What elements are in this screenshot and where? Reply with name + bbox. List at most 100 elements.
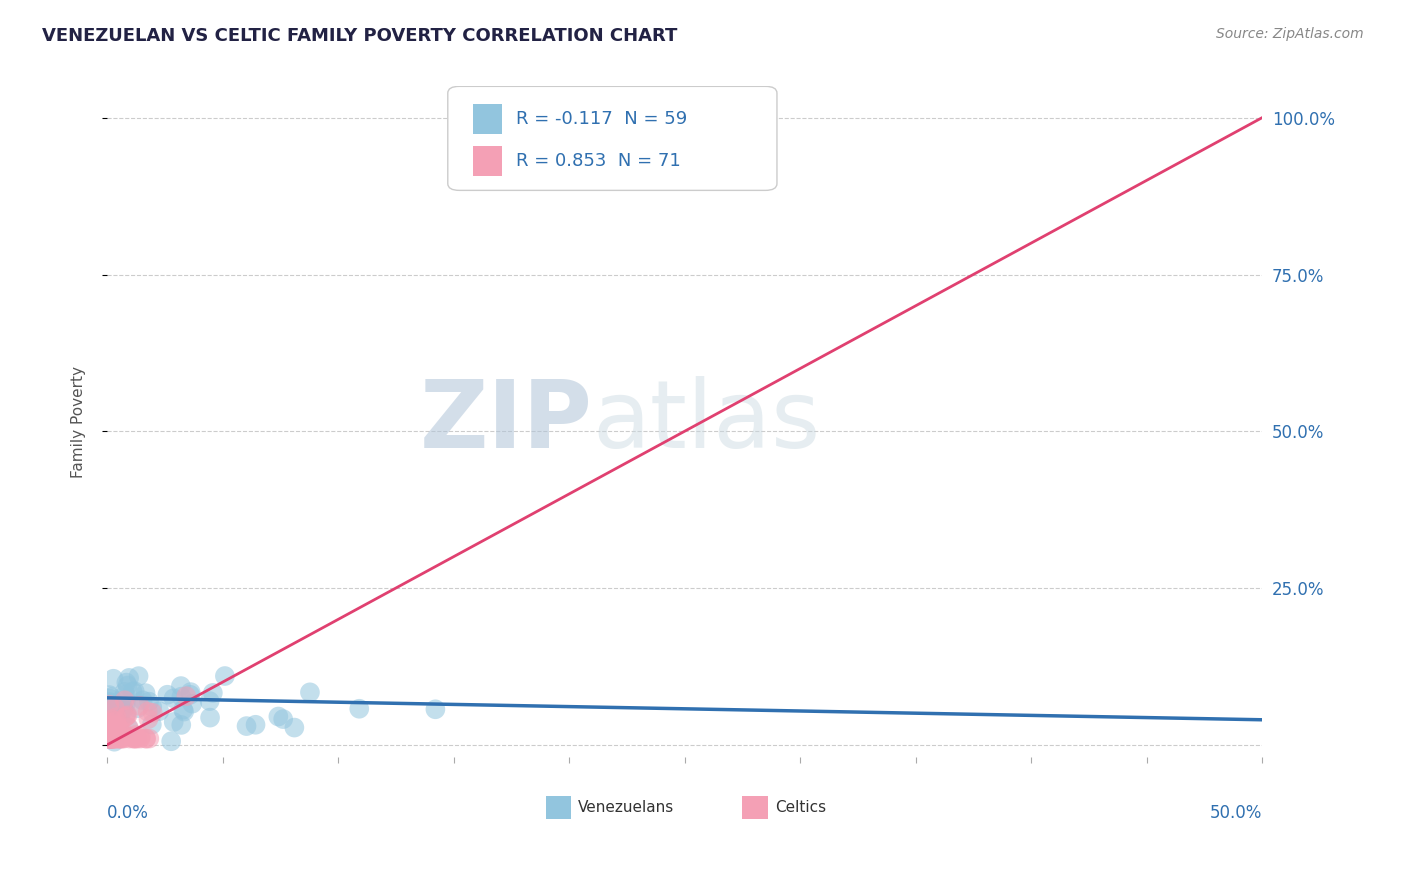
Point bbox=[98, 718, 121, 732]
Point bbox=[128, 698, 150, 713]
Point bbox=[235, 719, 257, 733]
Text: atlas: atlas bbox=[592, 376, 821, 468]
Point bbox=[135, 731, 157, 746]
Text: 50.0%: 50.0% bbox=[1209, 805, 1263, 822]
Text: Venezuelans: Venezuelans bbox=[578, 800, 675, 815]
Point bbox=[103, 731, 125, 746]
Point bbox=[214, 669, 236, 683]
Text: 0.0%: 0.0% bbox=[107, 805, 149, 822]
Point bbox=[283, 721, 305, 735]
Point bbox=[103, 722, 125, 736]
Point bbox=[98, 731, 121, 746]
Point bbox=[114, 693, 136, 707]
Point bbox=[122, 731, 145, 746]
Point bbox=[98, 731, 121, 746]
Point bbox=[138, 712, 160, 726]
Point bbox=[179, 688, 201, 702]
Text: R = -0.117  N = 59: R = -0.117 N = 59 bbox=[516, 110, 688, 128]
Point bbox=[124, 728, 146, 742]
Point bbox=[98, 698, 121, 712]
Point bbox=[160, 734, 183, 748]
Point bbox=[112, 700, 135, 714]
Point bbox=[101, 731, 124, 746]
Point bbox=[201, 686, 224, 700]
Point bbox=[141, 700, 163, 714]
Point bbox=[101, 723, 124, 738]
FancyBboxPatch shape bbox=[546, 796, 571, 820]
Point bbox=[98, 731, 121, 746]
Y-axis label: Family Poverty: Family Poverty bbox=[72, 366, 86, 478]
Point bbox=[112, 703, 135, 717]
Point bbox=[105, 731, 128, 746]
Point bbox=[117, 679, 139, 693]
Point bbox=[180, 685, 202, 699]
Point bbox=[103, 720, 125, 734]
Point bbox=[115, 675, 138, 690]
Point bbox=[103, 707, 125, 722]
Point bbox=[100, 731, 122, 746]
Point bbox=[105, 719, 128, 733]
Text: Source: ZipAtlas.com: Source: ZipAtlas.com bbox=[1216, 27, 1364, 41]
Point bbox=[131, 693, 153, 707]
Point bbox=[127, 701, 149, 715]
Point bbox=[112, 731, 135, 746]
Point bbox=[100, 731, 122, 746]
Point bbox=[108, 731, 131, 746]
Point bbox=[114, 685, 136, 699]
Text: R = 0.853  N = 71: R = 0.853 N = 71 bbox=[516, 153, 681, 170]
Point bbox=[98, 731, 121, 746]
Point bbox=[103, 672, 125, 686]
Point bbox=[111, 724, 134, 739]
FancyBboxPatch shape bbox=[474, 146, 502, 177]
Point bbox=[110, 694, 132, 708]
Point bbox=[129, 731, 152, 746]
Point bbox=[105, 710, 128, 724]
Point bbox=[108, 703, 131, 717]
Point bbox=[125, 731, 148, 746]
Point bbox=[104, 731, 127, 746]
Point bbox=[349, 702, 371, 716]
Point bbox=[110, 731, 132, 746]
Point bbox=[117, 708, 139, 723]
FancyBboxPatch shape bbox=[474, 103, 502, 134]
Point bbox=[98, 721, 121, 735]
Point bbox=[104, 700, 127, 714]
Point bbox=[98, 688, 121, 702]
Point bbox=[176, 689, 198, 703]
Point bbox=[127, 731, 149, 746]
Point bbox=[156, 688, 179, 702]
Point bbox=[108, 706, 131, 720]
Point bbox=[114, 688, 136, 702]
Point bbox=[245, 718, 267, 732]
Point bbox=[100, 722, 122, 736]
FancyBboxPatch shape bbox=[742, 796, 768, 820]
Point bbox=[135, 731, 157, 746]
Point bbox=[172, 703, 194, 717]
Point bbox=[425, 702, 447, 716]
Point bbox=[124, 684, 146, 698]
Point bbox=[181, 697, 204, 711]
Point bbox=[114, 697, 136, 711]
Point bbox=[98, 731, 121, 746]
Point bbox=[105, 714, 128, 729]
Text: VENEZUELAN VS CELTIC FAMILY POVERTY CORRELATION CHART: VENEZUELAN VS CELTIC FAMILY POVERTY CORR… bbox=[42, 27, 678, 45]
Point bbox=[104, 701, 127, 715]
Point bbox=[198, 694, 221, 708]
Point bbox=[122, 731, 145, 746]
Point bbox=[271, 712, 294, 726]
Point bbox=[101, 731, 124, 746]
Point bbox=[98, 731, 121, 746]
Point bbox=[100, 713, 122, 727]
Point bbox=[128, 669, 150, 683]
Point bbox=[98, 731, 121, 746]
Point bbox=[170, 718, 193, 732]
Point bbox=[115, 709, 138, 723]
Point bbox=[129, 730, 152, 744]
Point bbox=[100, 690, 122, 705]
Point bbox=[198, 711, 221, 725]
Point bbox=[118, 671, 141, 685]
Point bbox=[105, 723, 128, 737]
Point bbox=[104, 714, 127, 728]
Point bbox=[138, 731, 160, 746]
Point bbox=[298, 685, 321, 699]
